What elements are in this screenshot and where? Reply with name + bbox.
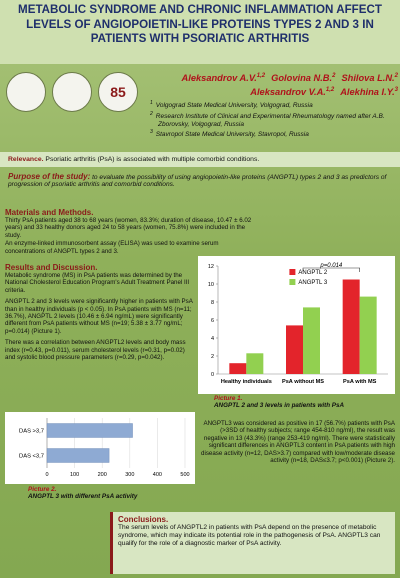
affiliation: 1 Volgograd State Medical University, Vol… [150, 100, 395, 110]
affiliation-sup: 3 [150, 129, 153, 136]
author: Aleksandrov V.A. [250, 87, 326, 98]
affiliation-sup: 1 [150, 100, 153, 106]
bar [342, 279, 360, 374]
affiliation: 2 Research Institute of Clinical and Expe… [150, 111, 395, 128]
x-tick-label: 400 [153, 472, 162, 478]
paragraph: ANGPTL 2 and 3 levels were significantly… [5, 298, 193, 335]
chart: 0 2 4 6 8 10 12 Healthy individuals PsA without … [198, 256, 395, 394]
conclusions: Conclusions. The serum levels of ANGPTL2… [110, 512, 395, 574]
affiliation-text: Research Institute of Clinical and Exper… [155, 112, 385, 128]
x-tick-label: 500 [180, 472, 189, 478]
purpose-text: to evaluate the possibility of using ang… [8, 174, 387, 189]
bar [46, 448, 110, 463]
x-tick-label: PsA without MS [282, 379, 324, 385]
author-sup: 3 [394, 87, 398, 94]
relevance-text: Psoriatic arthritis (PsA) is associated … [45, 156, 260, 163]
methods-heading: Materials and Methods. [5, 208, 94, 217]
author-sup: 2 [332, 73, 336, 79]
paragraph: An enzyme-linked immunosorbent assay (EL… [5, 240, 219, 255]
caption-label: Picture 1. [214, 395, 243, 402]
bar [46, 423, 133, 438]
paragraph: There was a correlation between ANGPTL2 … [5, 339, 186, 362]
x-tick-label: 100 [70, 472, 79, 478]
bar [303, 307, 320, 374]
y-tick-label: 4 [211, 336, 214, 342]
logo [52, 72, 92, 112]
caption: Picture 1. ANGPTL 2 and 3 levels in pati… [214, 395, 394, 409]
x-tick-label: 200 [98, 472, 107, 478]
y-tick-label: 6 [211, 318, 214, 324]
affiliations: 1 Volgograd State Medical University, Vol… [150, 100, 395, 140]
purpose-label: Purpose of the study: [8, 172, 91, 181]
methods: Materials and Methods. Thirty PsA patien… [5, 208, 395, 256]
results-heading: Results and Discussion. [5, 263, 98, 272]
bar [359, 296, 377, 374]
y-tick-label: 0 [211, 372, 214, 378]
affiliation-sup: 2 [150, 110, 153, 117]
authors: Aleksandrov A.V.1,2 Golovina N.B.2 Shilova… [150, 70, 398, 98]
chart: 0 100 200 300 400 500 DAS >3,7 DAS <3,7 [5, 412, 195, 484]
x-tick-label: 300 [125, 472, 134, 478]
affiliation: 3 Stavropol State Medical University, Sta… [150, 129, 395, 139]
caption-title: ANGPTL 2 and 3 levels in patients with P… [214, 402, 345, 409]
x-tick-label: Healthy individuals [221, 379, 272, 385]
author: Shilova L.N. [341, 73, 395, 84]
x-tick-label: 0 [45, 472, 48, 478]
y-tick-label: 2 [211, 354, 214, 360]
legend-label: ANGPTL 3 [298, 280, 327, 286]
methods-body: Thirty PsA patients aged 38 to 68 years … [5, 217, 260, 255]
y-tick-label: 12 [208, 264, 214, 270]
bar [246, 353, 264, 374]
logo [6, 72, 46, 112]
annotation-bracket [302, 267, 360, 272]
author: Aleksandrov A.V. [181, 73, 257, 84]
results-body: Metabolic syndrome (MS) in PsA patients … [5, 272, 195, 361]
legend-label: ANGPTL 2 [298, 270, 327, 276]
relevance-label: Relevance. [8, 156, 44, 163]
conclusions-heading: Conclusions. [118, 515, 169, 524]
legend-swatch [289, 279, 296, 285]
annotation: p=0.014 [319, 263, 343, 269]
y-tick-label: DAS <3,7 [19, 454, 44, 460]
author: Alekhina I.Y. [340, 87, 395, 98]
purpose: Purpose of the study: to evaluate the po… [8, 173, 393, 189]
author-sup: 1,2 [256, 73, 266, 79]
affiliation-text: Volgograd State Medical University, Volg… [155, 102, 313, 110]
affiliation-text: Stavropol State Medical University, Stav… [155, 131, 309, 139]
title: METABOLIC SYNDROME AND CHRONIC INFLAMMAT… [0, 0, 400, 64]
paragraph: Metabolic syndrome (MS) in PsA patients … [5, 272, 190, 294]
paragraph: Thirty PsA patients aged 38 to 68 years … [5, 217, 252, 239]
y-tick-label: 10 [208, 282, 214, 288]
caption-label: Picture 2. [28, 486, 57, 493]
legend-swatch [289, 269, 296, 275]
y-tick-label: DAS >3,7 [19, 429, 44, 435]
results: Results and Discussion. Metabolic syndro… [5, 263, 195, 365]
conclusions-text: The serum levels of ANGPTL2 in patients … [118, 524, 381, 547]
y-tick-label: 8 [211, 300, 214, 306]
relevance: Relevance. Psoriatic arthritis (PsA) is … [0, 152, 400, 167]
bar [229, 363, 247, 374]
bar [286, 325, 303, 374]
author-sup: 1,2 [325, 87, 335, 94]
caption-title: ANGPTL 3 with different PsA activity [28, 493, 138, 500]
author-sup: 2 [394, 73, 398, 79]
author: Golovina N.B. [271, 73, 333, 84]
x-tick-label: PsA with MS [343, 379, 377, 385]
angptl3-text: ANGPTL3 was considered as positive in 17… [201, 420, 395, 465]
logo: 85 [98, 72, 138, 112]
caption: Picture 2. ANGPTL 3 with different PsA a… [28, 486, 198, 500]
